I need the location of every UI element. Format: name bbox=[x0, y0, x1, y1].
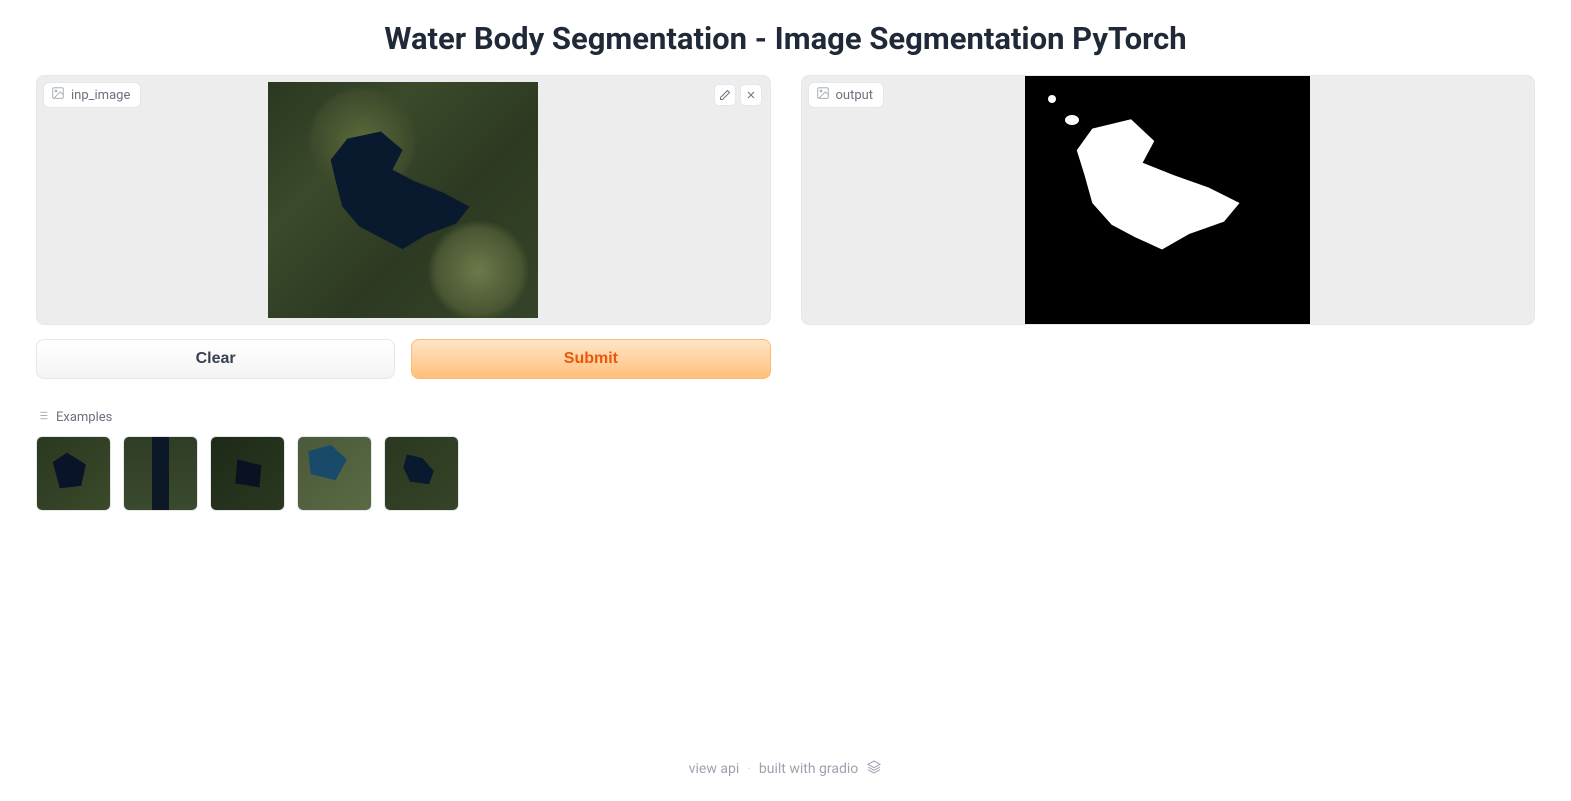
button-row: Clear Submit bbox=[36, 339, 771, 379]
example-thumb[interactable] bbox=[210, 436, 285, 511]
example-thumb[interactable] bbox=[297, 436, 372, 511]
examples-section: Examples bbox=[0, 379, 1571, 511]
example-thumb[interactable] bbox=[123, 436, 198, 511]
view-api-link[interactable]: view api bbox=[689, 761, 739, 777]
output-column: output bbox=[801, 75, 1536, 379]
clear-button[interactable]: Clear bbox=[36, 339, 395, 379]
input-toolbar bbox=[714, 84, 762, 106]
input-panel-label: inp_image bbox=[43, 82, 141, 108]
input-image-panel[interactable]: inp_image bbox=[36, 75, 771, 325]
examples-thumbnails bbox=[36, 436, 1535, 511]
output-image-panel: output bbox=[801, 75, 1536, 325]
gradio-logo-icon bbox=[866, 759, 882, 779]
footer-separator: · bbox=[747, 761, 751, 777]
output-panel-label: output bbox=[808, 82, 885, 108]
built-with-link[interactable]: built with gradio bbox=[759, 761, 858, 777]
examples-label: Examples bbox=[56, 410, 112, 425]
close-icon bbox=[745, 86, 757, 105]
image-icon bbox=[51, 86, 65, 104]
list-icon bbox=[36, 409, 49, 426]
edit-button[interactable] bbox=[714, 84, 736, 106]
footer: view api · built with gradio bbox=[0, 759, 1571, 779]
example-thumb[interactable] bbox=[36, 436, 111, 511]
input-image bbox=[268, 82, 538, 318]
input-label-text: inp_image bbox=[71, 88, 130, 103]
example-thumb[interactable] bbox=[384, 436, 459, 511]
examples-header: Examples bbox=[36, 409, 1535, 426]
input-column: inp_image Clear Submit bbox=[36, 75, 771, 379]
main-row: inp_image Clear Submit bbox=[0, 75, 1571, 379]
output-label-text: output bbox=[836, 88, 874, 103]
pencil-icon bbox=[719, 86, 731, 105]
image-icon bbox=[816, 86, 830, 104]
submit-button[interactable]: Submit bbox=[411, 339, 770, 379]
page-title: Water Body Segmentation - Image Segmenta… bbox=[0, 0, 1571, 75]
clear-image-button[interactable] bbox=[740, 84, 762, 106]
output-image bbox=[1025, 75, 1310, 325]
